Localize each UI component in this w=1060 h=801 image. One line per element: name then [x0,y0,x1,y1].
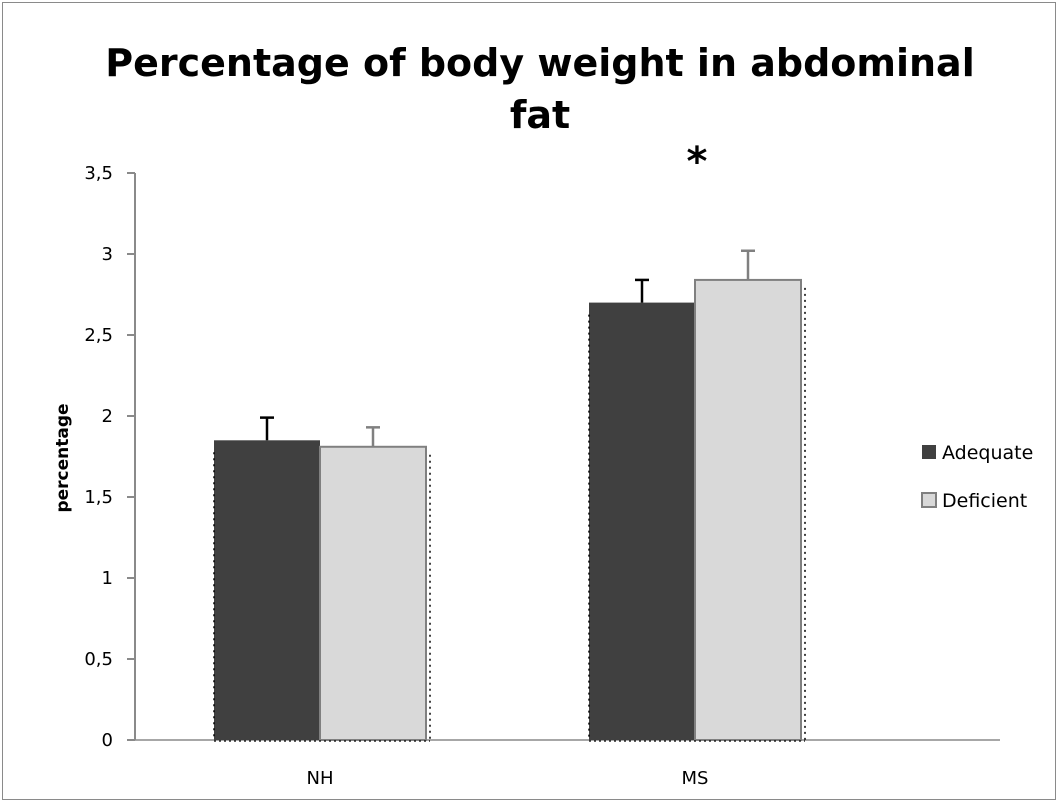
y-tick-label: 1 [102,568,113,589]
bar-deficient-ms [694,278,802,741]
bar-adequate-nh [214,440,320,740]
bar-adequate-ms [589,302,695,740]
y-tick-label: 3,5 [84,163,113,184]
bars [213,249,806,742]
y-tick-label: 2 [102,406,113,427]
y-tick-label: 0 [102,730,113,751]
chart-title-line-1: Percentage of body weight in abdominal [105,41,974,85]
y-tick-label: 1,5 [84,487,113,508]
legend-swatch-deficient [921,492,937,508]
legend-label-deficient: Deficient [942,490,1027,512]
bar-deficient-nh [319,445,427,741]
annotations: * [687,139,708,185]
significance-asterisk: * [687,139,708,185]
legend-label-adequate: Adequate [942,442,1033,464]
chart-title-line-2: fat [510,93,570,137]
x-tick-label-nh: NH [307,768,334,789]
x-tick-label-ms: MS [682,768,709,789]
legend-swatch-adequate [922,445,936,459]
x-axis-ticks: NH MS [307,768,709,789]
y-tick-label: 3 [102,244,113,265]
y-axis-label: percentage [53,403,73,512]
legend: Adequate Deficient [921,442,1033,512]
y-tick-label: 2,5 [84,325,113,346]
y-tick-label: 0,5 [84,649,113,670]
